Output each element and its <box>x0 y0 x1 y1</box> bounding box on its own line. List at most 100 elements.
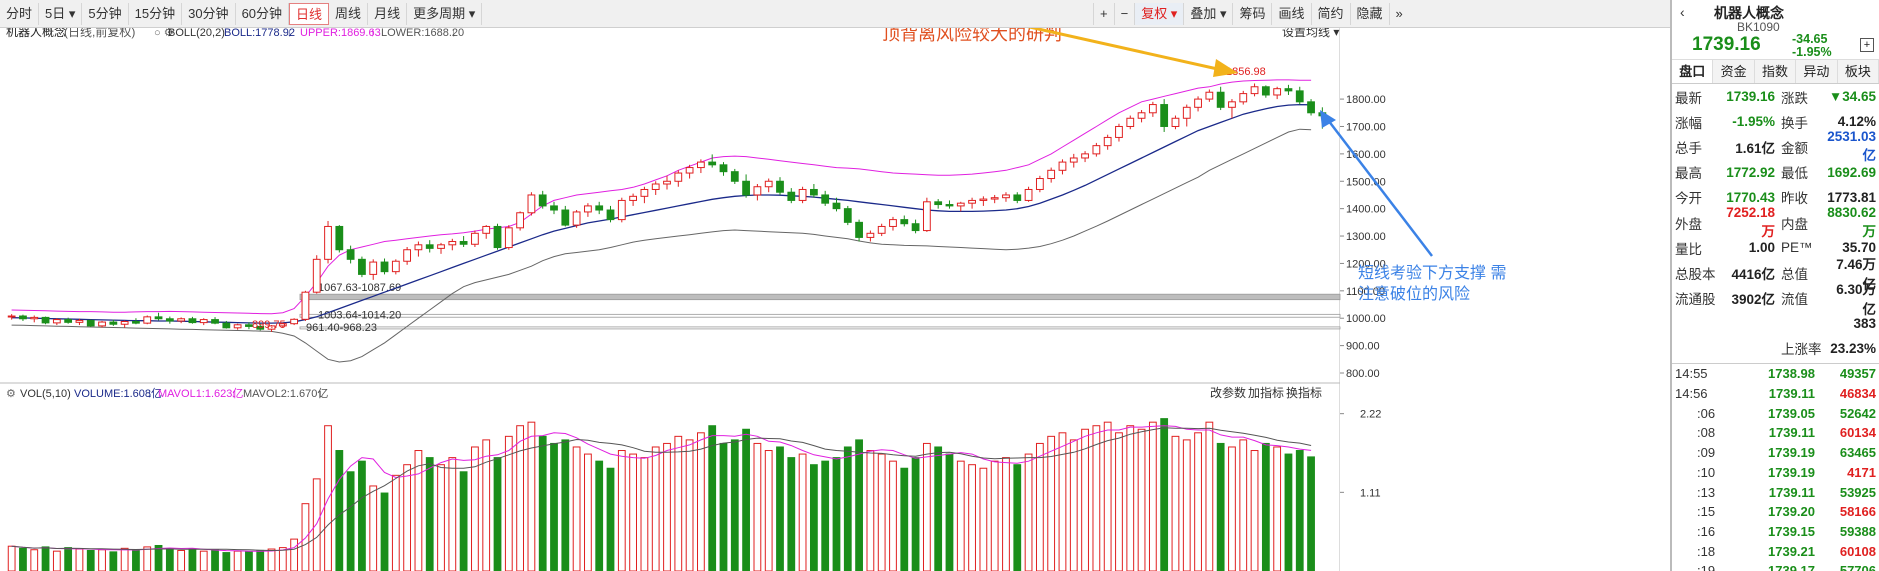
vol-bar-10[interactable] <box>120 547 129 571</box>
candle-body-98[interactable] <box>1115 125 1123 138</box>
candle-body-78[interactable] <box>889 219 897 227</box>
candle-body-62[interactable] <box>708 161 717 166</box>
candle-body-88[interactable] <box>1002 194 1010 199</box>
vol-bar-6[interactable] <box>75 548 84 571</box>
candle-body-16[interactable] <box>188 318 197 324</box>
candle-body-14[interactable] <box>165 318 174 322</box>
vol-bar-105[interactable] <box>1194 432 1202 571</box>
candle-body-17[interactable] <box>199 319 208 324</box>
candle-body-115[interactable] <box>1307 101 1315 114</box>
candle-body-43[interactable] <box>493 225 502 249</box>
vol-bar-56[interactable] <box>640 457 649 571</box>
vol-bar-59[interactable] <box>674 435 683 571</box>
vol-bar-50[interactable] <box>572 446 581 571</box>
candle-body-34[interactable] <box>391 260 400 273</box>
vol-bar-0[interactable] <box>7 545 16 571</box>
candle-body-105[interactable] <box>1194 98 1202 108</box>
candle-body-89[interactable] <box>1013 194 1022 201</box>
vol-bar-84[interactable] <box>956 460 965 571</box>
vol-bar-30[interactable] <box>346 471 355 571</box>
vol-bar-48[interactable] <box>550 442 558 571</box>
period-tab-3[interactable]: 15分钟 <box>129 2 183 25</box>
vol-bar-69[interactable] <box>787 457 796 571</box>
candle-body-104[interactable] <box>1182 106 1191 119</box>
vol-bar-47[interactable] <box>538 435 547 571</box>
candle-body-18[interactable] <box>211 319 219 324</box>
vol-bar-7[interactable] <box>86 549 95 571</box>
candle-body-73[interactable] <box>832 202 841 210</box>
candle-body-114[interactable] <box>1295 90 1304 103</box>
candle-body-25[interactable] <box>290 318 299 325</box>
vol-bar-55[interactable] <box>629 453 637 571</box>
vol-bar-86[interactable] <box>979 467 988 571</box>
vol-bar-62[interactable] <box>708 425 717 571</box>
candle-body-28[interactable] <box>324 225 332 260</box>
period-tab-2[interactable]: 5分钟 <box>82 2 129 25</box>
vol-bar-63[interactable] <box>719 442 728 571</box>
vol-bar-12[interactable] <box>143 546 152 571</box>
vol-bar-103[interactable] <box>1171 435 1180 571</box>
vol-bar-109[interactable] <box>1239 439 1248 571</box>
candle-body-24[interactable] <box>278 323 287 327</box>
vol-bar-107[interactable] <box>1216 442 1225 571</box>
candle-body-97[interactable] <box>1103 136 1112 147</box>
candle-body-92[interactable] <box>1047 169 1056 180</box>
candle-body-13[interactable] <box>154 316 163 320</box>
candle-body-75[interactable] <box>855 221 863 238</box>
vol-bar-108[interactable] <box>1228 446 1236 571</box>
vol-bar-44[interactable] <box>504 435 513 571</box>
candle-body-87[interactable] <box>990 197 999 200</box>
vol-bar-2[interactable] <box>30 549 39 571</box>
candle-body-90[interactable] <box>1024 188 1033 201</box>
candle-body-58[interactable] <box>663 180 671 185</box>
vol-bar-115[interactable] <box>1307 456 1315 571</box>
candle-body-64[interactable] <box>730 171 739 182</box>
vol-bar-71[interactable] <box>809 464 818 571</box>
toolbar-btn-3[interactable]: 叠加 ▾ <box>1183 3 1232 25</box>
quote-tab-2[interactable]: 指数 <box>1755 60 1797 83</box>
candle-body-52[interactable] <box>595 205 604 211</box>
candle-body-110[interactable] <box>1250 86 1259 95</box>
vol-bar-73[interactable] <box>832 457 841 571</box>
candle-body-85[interactable] <box>968 199 976 204</box>
candle-body-101[interactable] <box>1148 104 1157 114</box>
candle-body-32[interactable] <box>369 261 378 275</box>
candle-body-82[interactable] <box>934 201 943 206</box>
candle-body-71[interactable] <box>809 188 818 196</box>
candle-body-54[interactable] <box>617 199 626 221</box>
candle-body-15[interactable] <box>177 318 186 322</box>
candle-body-9[interactable] <box>109 321 118 325</box>
candle-body-57[interactable] <box>651 183 660 190</box>
vol-bar-37[interactable] <box>425 457 434 571</box>
kline-chart[interactable]: 机器人概念(日线,前复权) ○ ⚙BOLL(20,2) BOLL:1778.92↓ U… <box>0 24 1670 571</box>
candle-body-48[interactable] <box>550 205 558 211</box>
vol-bar-98[interactable] <box>1115 432 1123 571</box>
candle-body-76[interactable] <box>866 232 875 238</box>
toolbar-btn-1[interactable]: − <box>1113 3 1135 25</box>
vol-bar-41[interactable] <box>471 446 479 571</box>
candle-body-21[interactable] <box>245 324 253 327</box>
candle-body-10[interactable] <box>120 321 129 325</box>
quote-tab-1[interactable]: 资金 <box>1713 60 1755 83</box>
vol-bar-89[interactable] <box>1013 464 1022 571</box>
vol-bar-76[interactable] <box>866 450 875 571</box>
prev-arrow-icon[interactable]: ‹ <box>1680 4 1685 20</box>
candle-body-68[interactable] <box>776 180 784 193</box>
toolbar-btn-4[interactable]: 筹码 <box>1232 3 1271 25</box>
toolbar-btn-7[interactable]: 隐藏 <box>1349 3 1389 25</box>
vol-bar-14[interactable] <box>165 549 174 571</box>
vol-bar-33[interactable] <box>380 492 389 571</box>
quote-tab-0[interactable]: 盘口 <box>1672 60 1714 83</box>
vol-bar-75[interactable] <box>855 439 863 571</box>
candle-body-2[interactable] <box>30 316 39 320</box>
candle-body-63[interactable] <box>719 164 728 173</box>
candle-body-93[interactable] <box>1058 161 1067 171</box>
vol-bar-88[interactable] <box>1002 457 1010 571</box>
vol-bar-38[interactable] <box>437 464 445 571</box>
candle-body-1[interactable] <box>19 315 27 320</box>
vol-bar-53[interactable] <box>606 467 615 571</box>
candle-body-96[interactable] <box>1092 145 1101 155</box>
candle-body-23[interactable] <box>267 325 276 330</box>
vol-bar-49[interactable] <box>561 439 570 571</box>
toolbar-btn-6[interactable]: 简约 <box>1310 3 1350 25</box>
